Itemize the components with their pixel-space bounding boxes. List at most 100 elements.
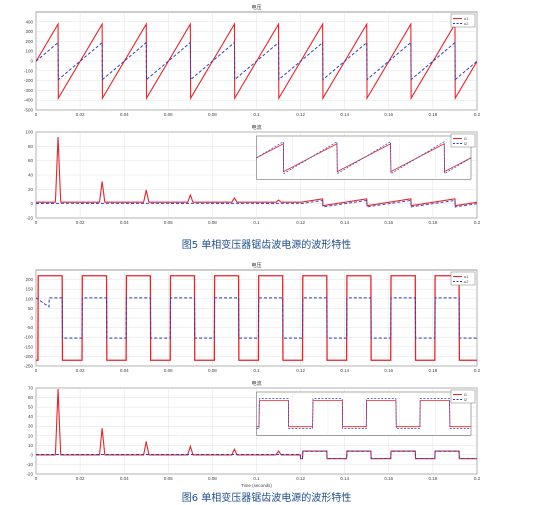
- y-tick-label: 200: [25, 277, 33, 282]
- series-u1-line: [36, 275, 477, 361]
- x-tick-label: 0.08: [208, 476, 217, 481]
- x-tick-label: 0.16: [384, 220, 393, 225]
- x-tick-label: 0.2: [474, 220, 481, 225]
- x-tick-label: 0.12: [296, 220, 305, 225]
- x-tick-label: 0.04: [120, 368, 129, 373]
- series-u2-line: [36, 297, 477, 339]
- y-tick-label: 80: [28, 144, 34, 149]
- x-tick-label: 0.08: [208, 368, 217, 373]
- chart-title: 电流: [251, 380, 261, 387]
- y-tick-label: -500: [24, 108, 34, 113]
- plot-series: [36, 388, 477, 460]
- x-tick-label: 0: [35, 112, 38, 117]
- y-tick-label: 40: [28, 414, 34, 419]
- x-tick-label: 0.06: [164, 368, 173, 373]
- legend-label: i1: [464, 392, 468, 397]
- y-tick-label: -10: [26, 462, 33, 467]
- x-tick-label: 0: [35, 476, 38, 481]
- y-tick-label: 0: [30, 316, 33, 321]
- x-tick-label: 0.1: [253, 476, 260, 481]
- x-tick-label: 0.16: [384, 368, 393, 373]
- y-tick-label: 150: [25, 287, 33, 292]
- x-tick-label: 0.14: [340, 368, 349, 373]
- series-i1-line: [36, 136, 477, 207]
- x-tick-label: 0.18: [429, 476, 438, 481]
- x-tick-label: 0.06: [164, 476, 173, 481]
- x-tick-label: 0.14: [340, 220, 349, 225]
- series-i2-line: [36, 450, 477, 459]
- x-tick-label: 0.06: [164, 112, 173, 117]
- y-tick-label: 0: [30, 201, 33, 206]
- y-tick-label: -400: [24, 98, 34, 103]
- x-tick-label: 0.02: [76, 112, 85, 117]
- legend-label: u1: [464, 16, 469, 21]
- y-tick-label: 10: [28, 443, 34, 448]
- x-tick-label: 0.08: [208, 220, 217, 225]
- x-tick-label: 0.2: [474, 112, 481, 117]
- y-tick-label: 60: [28, 395, 34, 400]
- current-chart-fig6: 电流 0 0.02 0.04 0.06 0.08 0.1 0.12 0.14 0.16 0.18 0.…: [26, 380, 481, 488]
- y-tick-label: 70: [28, 386, 34, 391]
- x-tick-label: 0: [35, 220, 38, 225]
- y-tick-label: 20: [28, 433, 34, 438]
- legend-box: [450, 389, 476, 404]
- y-tick-label: -20: [26, 472, 33, 477]
- y-tick-label: -200: [24, 354, 34, 359]
- legend-label: u2: [464, 279, 469, 284]
- y-tick-label: -200: [24, 78, 34, 83]
- y-tick-label: -100: [24, 68, 34, 73]
- inset-i2-line: [256, 398, 471, 430]
- legend-label: i2: [464, 397, 468, 402]
- y-tick-label: 20: [28, 187, 34, 192]
- legend-label: u1: [464, 274, 469, 279]
- x-tick-label: 0.16: [384, 476, 393, 481]
- y-tick-label: 50: [28, 405, 34, 410]
- x-tick-label: 0.06: [164, 220, 173, 225]
- voltage-chart-fig5: 电压 0 0.02 0.04 0.06 0.08 0.1 0.12 0.14 0.16 0.18 0.…: [24, 4, 481, 117]
- x-tick-label: 0.18: [429, 220, 438, 225]
- figure-5-caption: 图5 单相变压器锯齿波电源的波形特性: [181, 240, 352, 251]
- y-tick-label: 0: [30, 59, 33, 64]
- y-tick-label: -250: [24, 364, 34, 369]
- x-tick-label: 0.12: [296, 112, 305, 117]
- y-tick-label: 100: [25, 130, 33, 135]
- y-tick-label: 400: [25, 19, 33, 24]
- inset-i1-line: [256, 143, 472, 173]
- x-tick-label: 0.14: [340, 112, 349, 117]
- chart-title: 电压: [251, 262, 261, 269]
- x-tick-label: 0.14: [340, 476, 349, 481]
- x-tick-label: 0.02: [76, 368, 85, 373]
- x-tick-label: 0.2: [474, 476, 481, 481]
- x-tick-label: 0.1: [253, 112, 260, 117]
- y-tick-label: -300: [24, 88, 34, 93]
- y-tick-label: -150: [24, 344, 34, 349]
- x-tick-label: 0.12: [296, 476, 305, 481]
- x-axis-label: Time (seconds): [241, 483, 272, 488]
- figure-6-caption: 图6 单相变压器锯齿波电源的波形特性: [181, 493, 352, 504]
- inset-zoom: [256, 135, 472, 180]
- y-tick-label: -20: [26, 216, 33, 221]
- x-tick-label: 0.1: [253, 220, 260, 225]
- x-tick-label: 0.04: [120, 220, 129, 225]
- legend-box: [450, 13, 476, 28]
- legend-label: i1: [464, 136, 468, 141]
- x-tick-label: 0.16: [384, 112, 393, 117]
- y-tick-label: 0: [30, 452, 33, 457]
- current-chart-fig5: 电流 0 0.02 0.04 0.06 0.08 0.1 0.12 0.14 0.16 0.18 0.…: [25, 124, 481, 225]
- x-tick-label: 0.12: [296, 368, 305, 373]
- plot-series: [36, 22, 477, 101]
- chart-title: 电压: [251, 4, 261, 11]
- x-tick-label: 0.04: [120, 112, 129, 117]
- x-tick-label: 0: [35, 368, 38, 373]
- series-u2-line: [36, 41, 477, 81]
- x-tick-label: 0.02: [76, 220, 85, 225]
- y-tick-label: 60: [28, 158, 34, 163]
- x-tick-label: 0.18: [429, 368, 438, 373]
- chart-title: 电流: [251, 124, 261, 131]
- y-tick-label: -100: [24, 335, 34, 340]
- x-tick-label: 0.18: [429, 112, 438, 117]
- y-tick-label: 300: [25, 29, 33, 34]
